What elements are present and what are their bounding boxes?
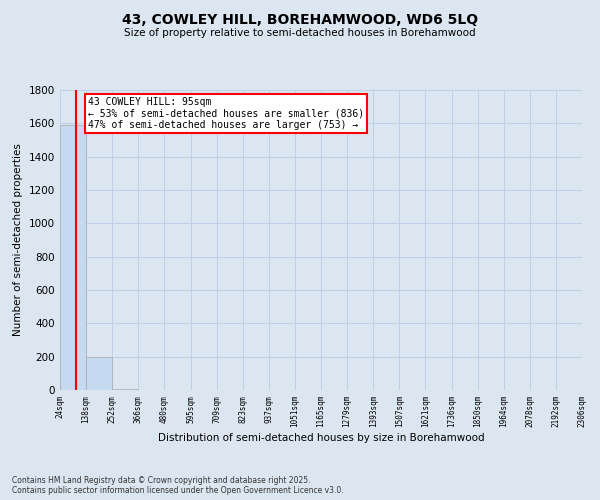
Text: Contains HM Land Registry data © Crown copyright and database right 2025.
Contai: Contains HM Land Registry data © Crown c… [12,476,344,495]
Text: 43 COWLEY HILL: 95sqm
← 53% of semi-detached houses are smaller (836)
47% of sem: 43 COWLEY HILL: 95sqm ← 53% of semi-deta… [88,96,364,130]
Bar [60,125,86,390]
X-axis label: Distribution of semi-detached houses by size in Borehamwood: Distribution of semi-detached houses by … [158,433,484,443]
Bar [86,358,112,390]
Y-axis label: Number of semi-detached properties: Number of semi-detached properties [13,144,23,336]
Text: Size of property relative to semi-detached houses in Borehamwood: Size of property relative to semi-detach… [124,28,476,38]
Text: 43, COWLEY HILL, BOREHAMWOOD, WD6 5LQ: 43, COWLEY HILL, BOREHAMWOOD, WD6 5LQ [122,12,478,26]
